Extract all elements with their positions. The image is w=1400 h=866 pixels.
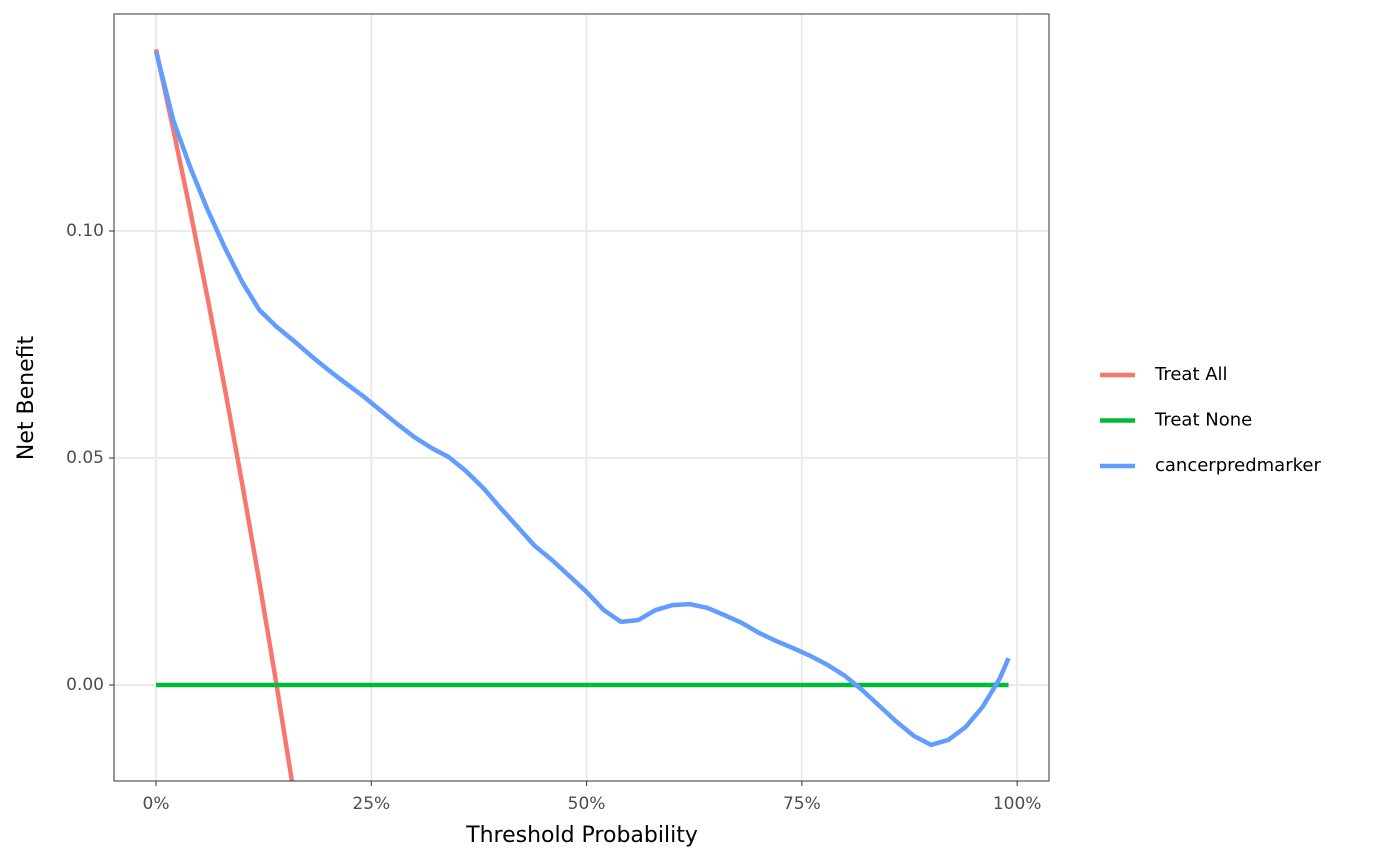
y-tick-label: 0.00 [66, 675, 104, 695]
x-tick-label: 100% [993, 794, 1042, 814]
plot-area [153, 48, 1011, 781]
series-line [153, 50, 1011, 748]
x-tick-label: 50% [568, 794, 606, 814]
x-tick-label: 25% [352, 794, 390, 814]
legend-label: cancerpredmarker [1155, 455, 1321, 476]
panel-border [113, 13, 1050, 782]
y-axis-title: Net Benefit [14, 336, 39, 461]
x-axis-title: Threshold Probability [465, 823, 698, 848]
legend-label: Treat None [1154, 410, 1252, 431]
series-line [153, 48, 295, 781]
x-tick-label: 75% [783, 794, 821, 814]
y-tick-label: 0.10 [66, 221, 104, 241]
legend-label: Treat All [1154, 364, 1228, 385]
x-tick-label: 0% [143, 794, 170, 814]
y-tick-label: 0.05 [66, 448, 104, 468]
